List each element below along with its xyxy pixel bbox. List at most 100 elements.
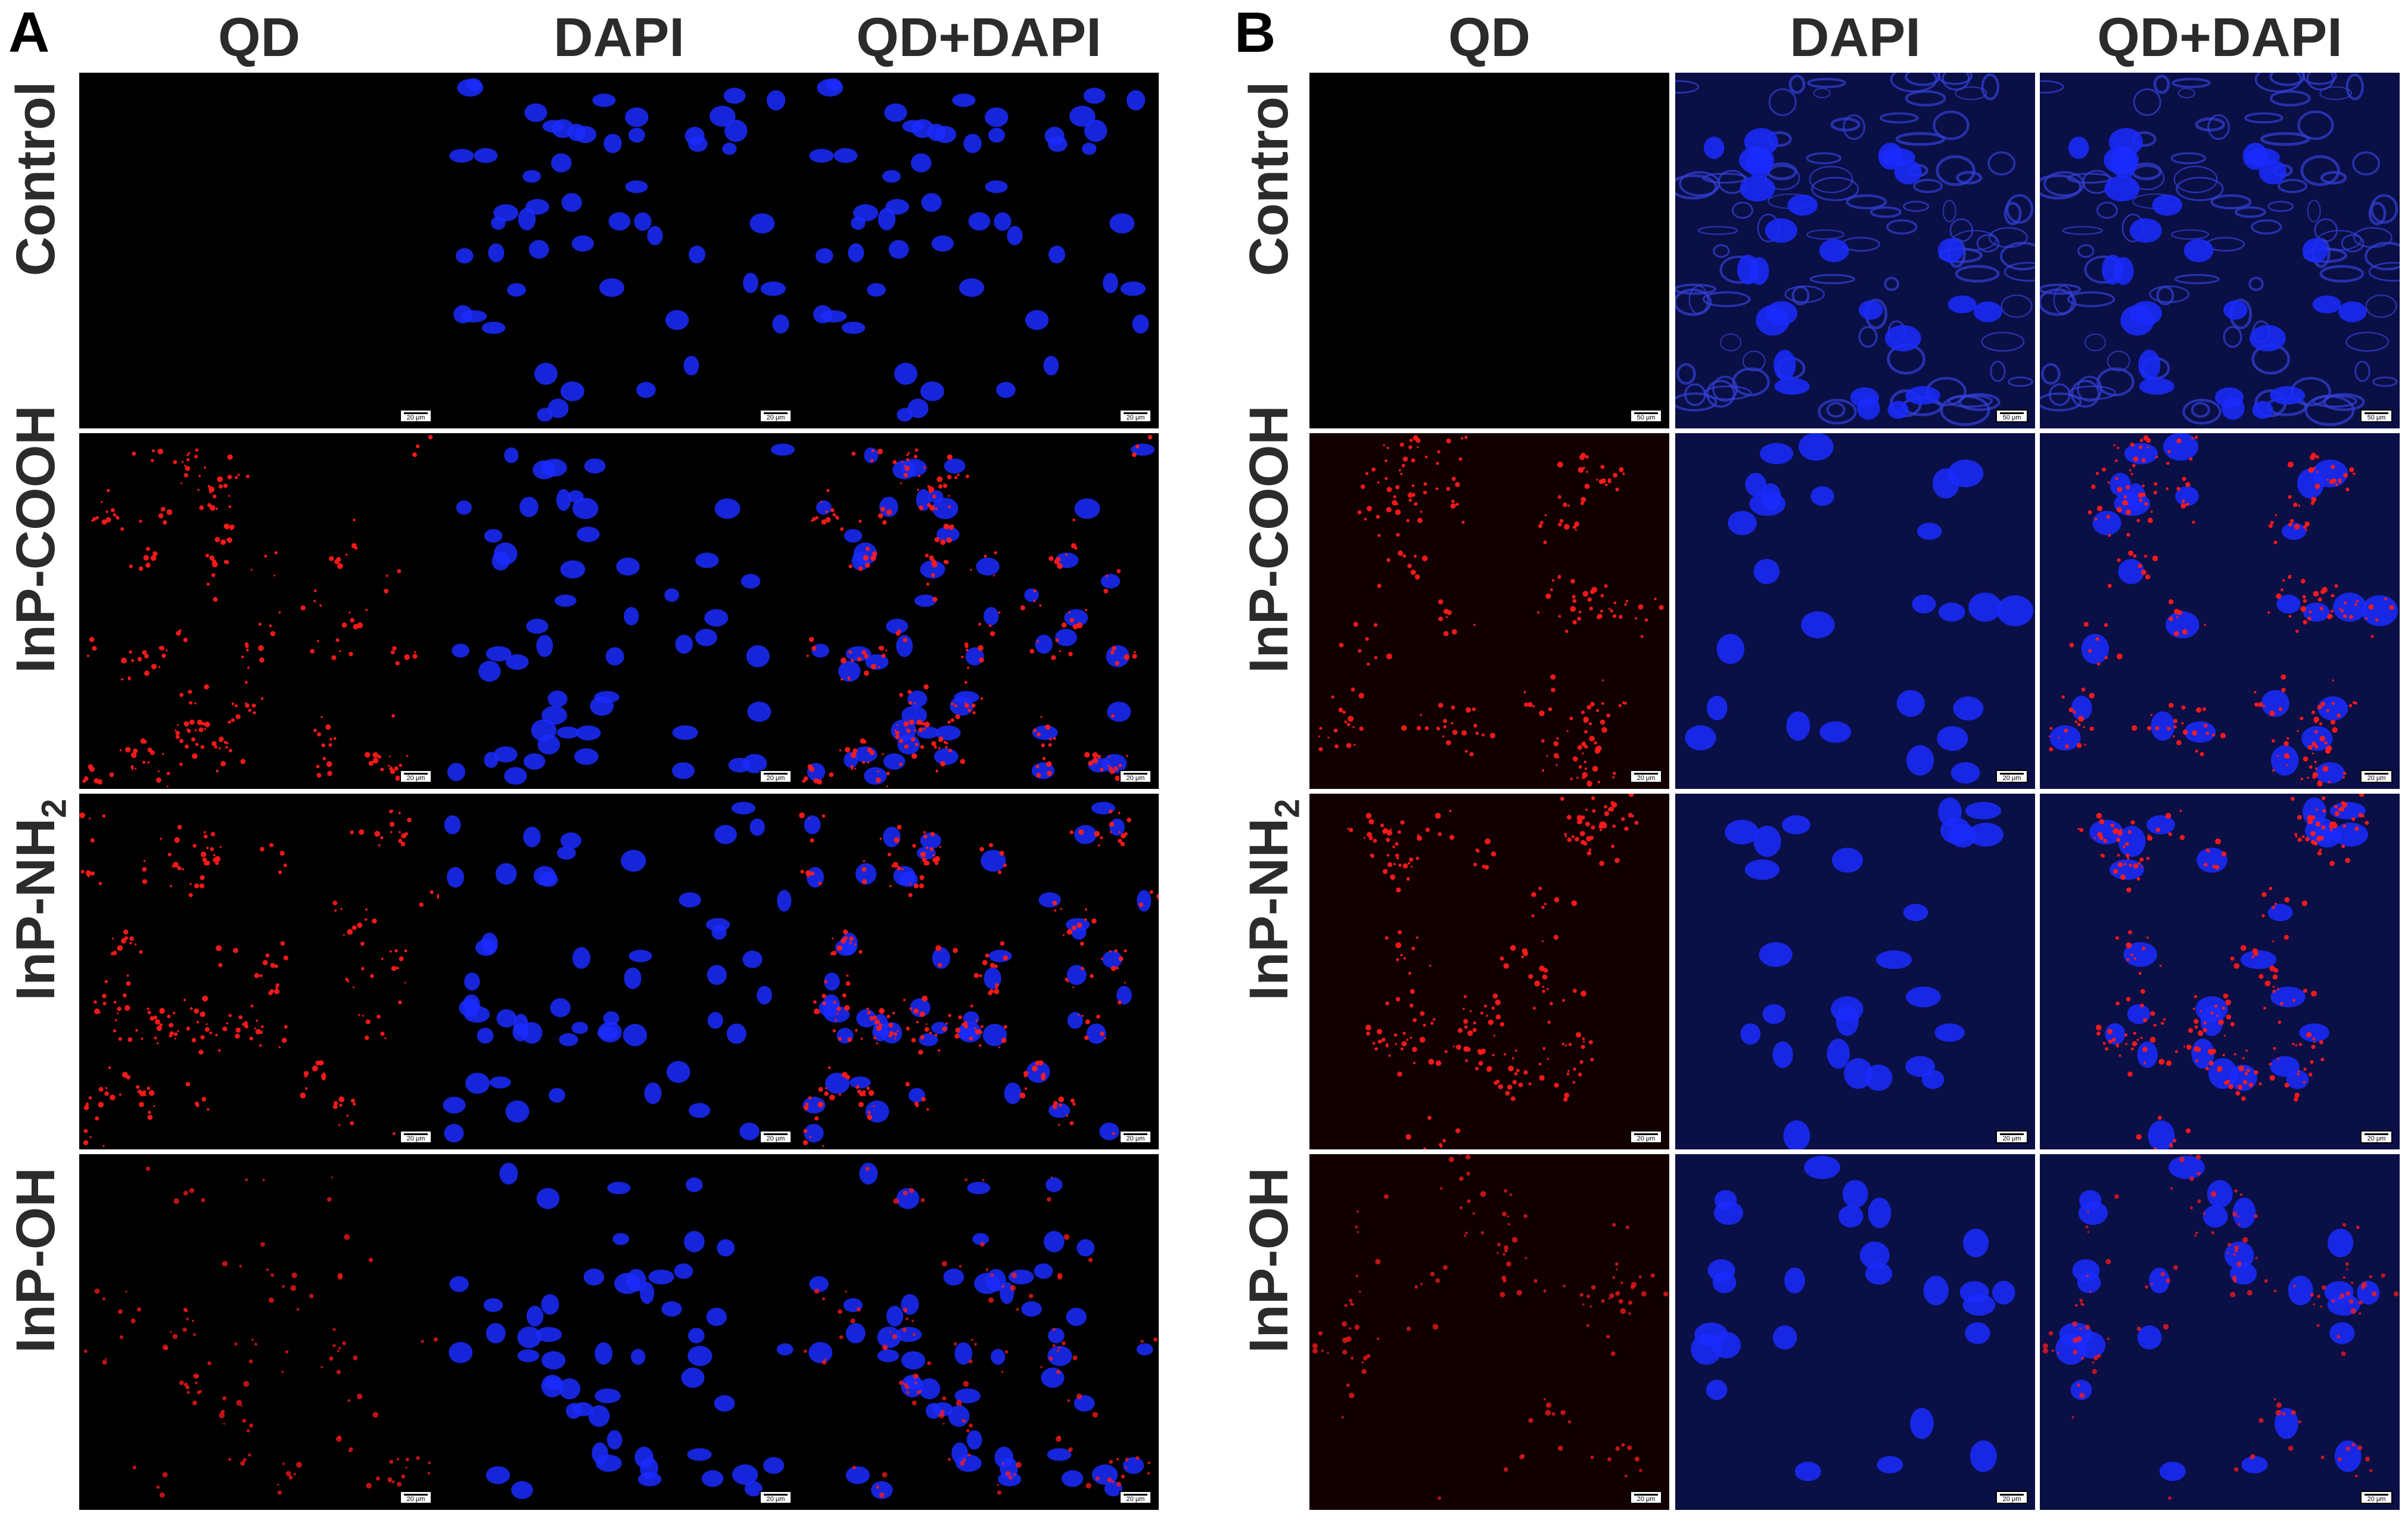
scale-bar: 20 μm <box>2360 1130 2393 1143</box>
panel-a-micrograph-r3-c2: 20 μm <box>439 794 799 1149</box>
panel-b-row-label-control: Control <box>1239 81 1299 276</box>
micrograph-image <box>1309 73 1669 428</box>
scale-bar: 20 μm <box>400 409 432 422</box>
panel-a-header-qd: QD <box>218 7 300 68</box>
panel-a-letter: A <box>8 1 50 64</box>
panel-b-micrograph-r1-c2: 50 μm <box>1675 73 2035 428</box>
scale-bar-label: 20 μm <box>2367 775 2386 782</box>
scale-bar-label: 20 μm <box>1637 1135 1656 1142</box>
scale-bar-line <box>2000 1494 2024 1496</box>
panel-a-row-label-cooh: InP-COOH <box>5 405 66 673</box>
panel-b-micrograph-r2-c1: 20 μm <box>1309 433 1669 789</box>
micrograph-image <box>79 73 439 428</box>
micrograph-image <box>79 1154 439 1510</box>
micrograph-image <box>439 794 799 1149</box>
scale-bar-label: 20 μm <box>766 414 785 421</box>
scale-bar: 20 μm <box>1119 1130 1152 1143</box>
panel-b-micrograph-r2-c2: 20 μm <box>1675 433 2035 789</box>
scale-bar-line <box>2365 773 2388 775</box>
scale-bar-label: 50 μm <box>2367 414 2386 421</box>
scale-bar-line <box>2000 412 2024 414</box>
scale-bar-label: 20 μm <box>766 1496 785 1503</box>
scale-bar-line <box>2000 1133 2024 1135</box>
scale-bar: 20 μm <box>760 409 792 422</box>
scale-bar-label: 50 μm <box>2002 414 2021 421</box>
scale-bar-line <box>2365 412 2388 414</box>
scale-bar-label: 20 μm <box>406 775 425 782</box>
scale-bar-line <box>404 1494 428 1496</box>
scale-bar-line <box>2365 1494 2388 1496</box>
scale-bar-line <box>1124 1494 1147 1496</box>
panel-a-header-merge: QD+DAPI <box>856 7 1102 68</box>
scale-bar: 20 μm <box>760 1491 792 1504</box>
panel-a-micrograph-r1-c1: 20 μm <box>79 73 439 428</box>
scale-bar-line <box>1634 1133 1658 1135</box>
panel-b-micrograph-r3-c1: 20 μm <box>1309 794 1669 1149</box>
scale-bar-label: 20 μm <box>2002 775 2021 782</box>
micrograph-image <box>799 433 1159 789</box>
scale-bar-line <box>764 773 788 775</box>
panel-b-micrograph-r3-c2: 20 μm <box>1675 794 2035 1149</box>
scale-bar-label: 20 μm <box>406 1496 425 1503</box>
scale-bar-label: 20 μm <box>2002 1496 2021 1503</box>
scale-bar-label: 20 μm <box>406 1135 425 1142</box>
scale-bar-line <box>764 412 788 414</box>
scale-bar-label: 20 μm <box>2367 1135 2386 1142</box>
scale-bar-line <box>1124 412 1147 414</box>
micrograph-image <box>79 433 439 789</box>
scale-bar-line <box>404 1133 428 1135</box>
micrograph-image <box>799 73 1159 428</box>
panel-b-header-qd: QD <box>1448 7 1530 68</box>
scale-bar-label: 20 μm <box>1637 775 1656 782</box>
panel-b-micrograph-r3-c3: 20 μm <box>2040 794 2400 1149</box>
scale-bar-line <box>1634 773 1658 775</box>
scale-bar: 20 μm <box>1996 1130 2028 1143</box>
micrograph-image <box>1675 73 2035 428</box>
scale-bar-line <box>1124 773 1147 775</box>
panel-a-micrograph-r1-c3: 20 μm <box>799 73 1159 428</box>
scale-bar-label: 20 μm <box>1126 1496 1145 1503</box>
micrograph-image <box>799 1154 1159 1510</box>
scale-bar-label: 20 μm <box>1126 414 1145 421</box>
micrograph-image <box>439 73 799 428</box>
scale-bar: 20 μm <box>1119 1491 1152 1504</box>
panel-a-micrograph-r1-c2: 20 μm <box>439 73 799 428</box>
panel-a-micrograph-r2-c2: 20 μm <box>439 433 799 789</box>
scale-bar-line <box>1634 412 1658 414</box>
panel-a-micrograph-r2-c1: 20 μm <box>79 433 439 789</box>
micrograph-image <box>1309 433 1669 789</box>
panel-b-row-label-oh: InP-OH <box>1239 1167 1299 1353</box>
scale-bar-label: 20 μm <box>766 775 785 782</box>
scale-bar: 20 μm <box>2360 1491 2393 1504</box>
panel-b-letter: B <box>1234 1 1276 64</box>
panel-b-micrograph-r1-c3: 50 μm <box>2040 73 2400 428</box>
scale-bar: 50 μm <box>1996 409 2028 422</box>
scale-bar: 20 μm <box>400 770 432 783</box>
scale-bar-label: 20 μm <box>1126 1135 1145 1142</box>
scale-bar: 20 μm <box>400 1130 432 1143</box>
scale-bar-line <box>404 773 428 775</box>
panel-a-micrograph-r4-c1: 20 μm <box>79 1154 439 1510</box>
scale-bar-label: 20 μm <box>1637 1496 1656 1503</box>
micrograph-image <box>1309 1154 1669 1510</box>
scale-bar-line <box>1124 1133 1147 1135</box>
scale-bar-line <box>764 1494 788 1496</box>
scale-bar: 50 μm <box>2360 409 2393 422</box>
scale-bar: 20 μm <box>2360 770 2393 783</box>
scale-bar: 20 μm <box>400 1491 432 1504</box>
panel-b-micrograph-r4-c1: 20 μm <box>1309 1154 1669 1510</box>
micrograph-image <box>2040 794 2400 1149</box>
micrograph-image <box>799 794 1159 1149</box>
scale-bar-label: 20 μm <box>1126 775 1145 782</box>
scale-bar-line <box>404 412 428 414</box>
panel-a-micrograph-r3-c3: 20 μm <box>799 794 1159 1149</box>
scale-bar: 20 μm <box>1630 770 1662 783</box>
scale-bar: 50 μm <box>1630 409 1662 422</box>
panel-b-header-dapi: DAPI <box>1790 7 1921 68</box>
scale-bar-line <box>2365 1133 2388 1135</box>
micrograph-image <box>439 1154 799 1510</box>
panel-b-micrograph-r4-c3: 20 μm <box>2040 1154 2400 1510</box>
scale-bar-line <box>1634 1494 1658 1496</box>
micrograph-image <box>1675 794 2035 1149</box>
panel-b-row-label-cooh: InP-COOH <box>1239 405 1299 673</box>
